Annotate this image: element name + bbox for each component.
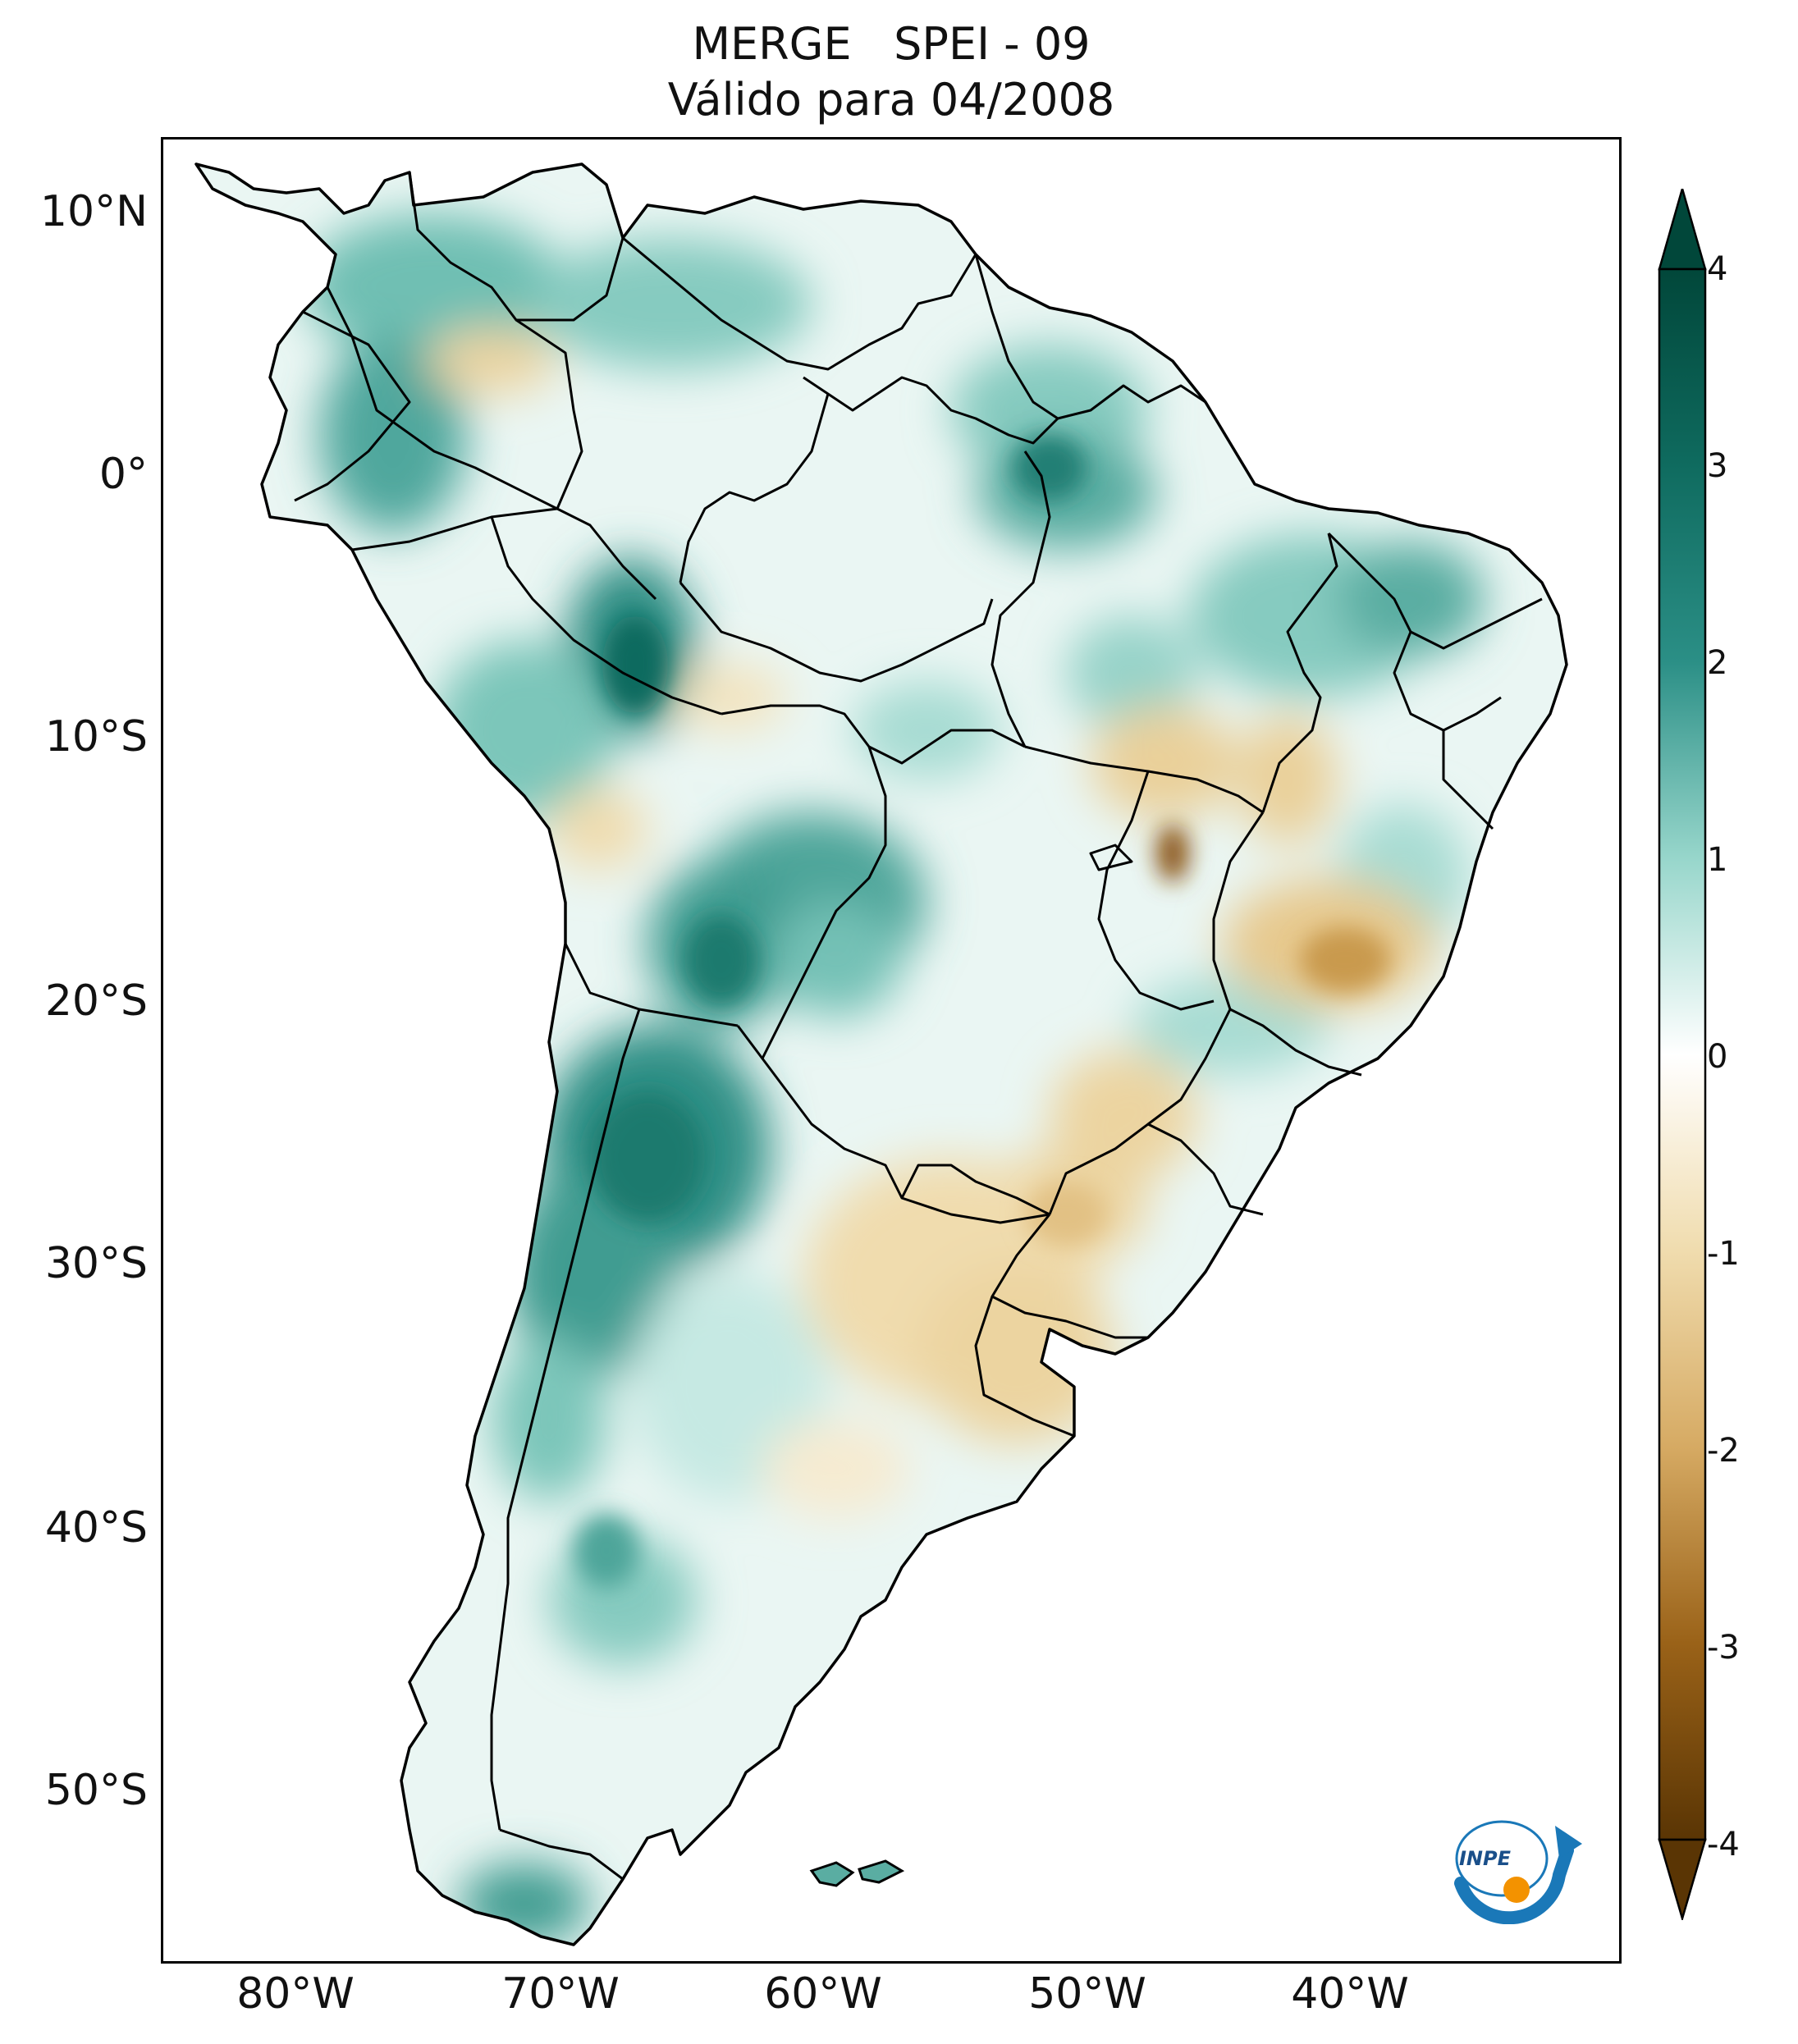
title-line-1: MERGE SPEI - 09 — [692, 18, 1091, 70]
inpe-logo-icon: INPE — [1454, 1820, 1582, 1924]
falkland-islands — [809, 1859, 905, 1887]
colorbar-bottom-extension — [1658, 1838, 1707, 1920]
colorbar-tick-neg4: -4 — [1707, 1826, 1740, 1863]
colorbar-top-extension — [1658, 189, 1707, 271]
lat-label-20s: 20°S — [44, 976, 148, 1026]
colorbar-tick-0: 0 — [1707, 1038, 1728, 1076]
lat-label-30s: 30°S — [44, 1239, 148, 1288]
lat-label-10n: 10°N — [39, 187, 148, 236]
colorbar-tick-1: 1 — [1707, 841, 1728, 879]
colorbar-tick-3: 3 — [1707, 447, 1728, 485]
colorbar-gradient — [1658, 268, 1707, 1841]
lon-label-80w: 80°W — [236, 1969, 355, 2019]
colorbar-tick-neg2: -2 — [1707, 1432, 1740, 1470]
colorbar — [1658, 189, 1707, 1920]
colorbar-tick-neg3: -3 — [1707, 1629, 1740, 1667]
lon-label-40w: 40°W — [1291, 1969, 1409, 2019]
map-panel — [161, 137, 1622, 1964]
colorbar-tick-neg1: -1 — [1707, 1235, 1740, 1273]
lon-label-70w: 70°W — [501, 1969, 620, 2019]
inpe-logo-text: INPE — [1459, 1847, 1512, 1870]
title-line-2: Válido para 04/2008 — [667, 74, 1115, 126]
map-title: MERGE SPEI - 09 Válido para 04/2008 — [161, 16, 1622, 128]
coastline — [194, 162, 1568, 1946]
colorbar-tick-2: 2 — [1707, 644, 1728, 682]
lat-label-40s: 40°S — [44, 1503, 148, 1552]
spei-map — [194, 162, 1568, 1946]
colorbar-tick-4: 4 — [1707, 250, 1728, 288]
lat-label-50s: 50°S — [44, 1766, 148, 1815]
political-borders — [294, 171, 1543, 1881]
lon-label-50w: 50°W — [1028, 1969, 1146, 2019]
lat-label-0: 0° — [98, 450, 148, 499]
lon-label-60w: 60°W — [764, 1969, 882, 2019]
lat-label-10s: 10°S — [44, 712, 148, 761]
